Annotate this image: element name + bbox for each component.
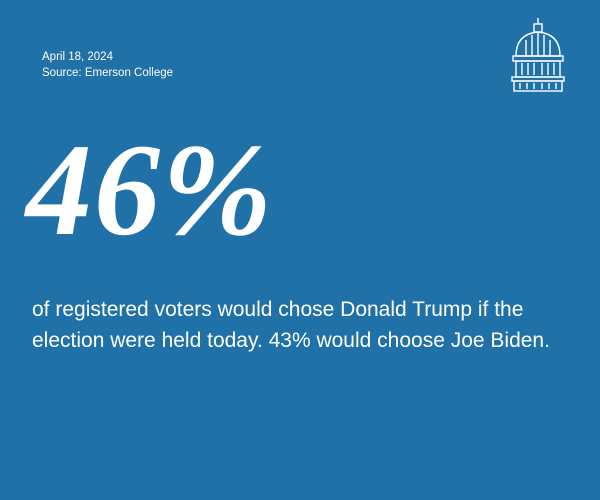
headline-stat: 46% [26,116,274,263]
source: Source: Emerson College [42,67,174,79]
date: April 18, 2024 [42,51,113,63]
body-text: of registered voters would chose Donald … [32,298,550,352]
capitol-logo [511,18,565,92]
